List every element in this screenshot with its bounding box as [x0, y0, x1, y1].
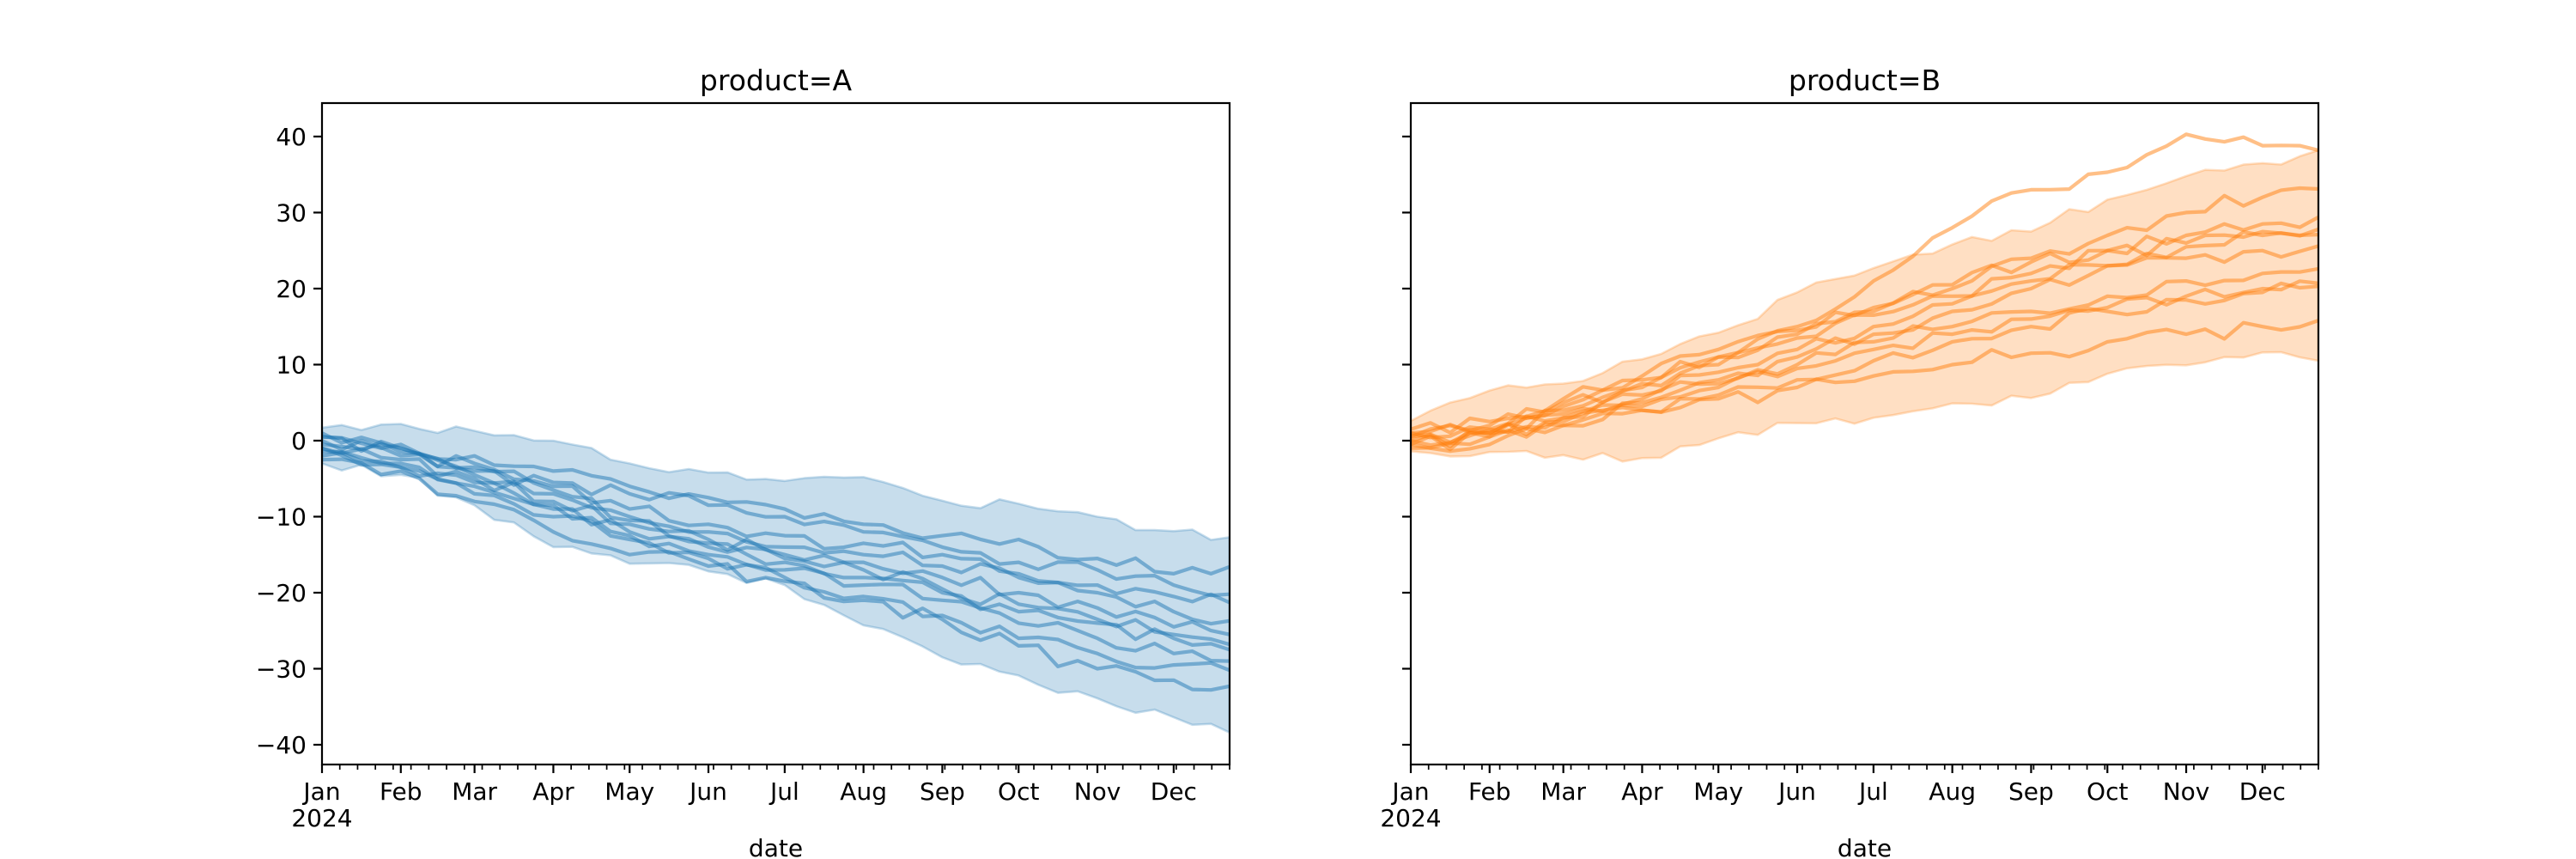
x-tick-label: Mar: [1540, 777, 1586, 806]
series-line-A-7: [322, 450, 1230, 663]
plot-area-A: [322, 423, 1230, 734]
series-line-B-6: [1411, 266, 2318, 450]
x-tick-label: Apr: [532, 777, 574, 806]
series-line-A-8: [322, 446, 1230, 673]
x-tick-label: Dec: [2239, 777, 2286, 806]
x-tick-label: Jul: [769, 777, 799, 806]
series-line-A-9: [322, 457, 1230, 692]
series-line-B-7: [1411, 279, 2318, 445]
facet-title-B: product=B: [1789, 64, 1941, 97]
y-axis-B: [1402, 135, 1411, 746]
x-tick-label: Mar: [452, 777, 497, 806]
series-line-A-2: [322, 438, 1230, 605]
x-tick-label: Aug: [840, 777, 887, 806]
y-axis-A: −40 −30 −20 −10 0 10 20 30 40: [256, 123, 322, 759]
series-line-A-3: [322, 442, 1230, 626]
x-tick-label: Nov: [1074, 777, 1121, 806]
y-tick-label: −40: [256, 731, 307, 759]
series-line-A-6: [322, 435, 1230, 652]
series-line-B-4: [1411, 229, 2318, 435]
y-tick-label: 20: [276, 275, 307, 303]
x-tick-label: Feb: [380, 777, 422, 806]
axes-spines-A: [320, 101, 1231, 766]
series-line-B-9: [1411, 319, 2318, 436]
x-tick-label: Oct: [2087, 777, 2128, 806]
x-tick-label: Apr: [1621, 777, 1663, 806]
x-axis-year-label: 2024: [291, 804, 352, 832]
x-axis-A: Jan Feb Mar Apr May Jun Jul Aug Sep Oct Nov Dec 2024: [291, 765, 1230, 832]
series-line-A-5: [322, 449, 1230, 647]
x-tick-label: Sep: [920, 777, 965, 806]
x-axis-label-A: date: [749, 834, 803, 859]
facet-A: Jan Feb Mar Apr May Jun Jul Aug Sep Oct Nov Dec 2024…: [256, 64, 1231, 859]
x-axis-label-B: date: [1838, 834, 1892, 859]
x-tick-label: Dec: [1151, 777, 1197, 806]
x-tick-label: Nov: [2163, 777, 2210, 806]
series-line-A-1: [322, 431, 1230, 598]
series-line-B-0: [1411, 132, 2318, 448]
y-tick-label: −30: [256, 655, 307, 683]
x-tick-label: Aug: [1929, 777, 1976, 806]
x-tick-label: Oct: [998, 777, 1039, 806]
facet-title-A: product=A: [700, 64, 853, 97]
axes-spines-B: [1409, 101, 2320, 766]
y-tick-label: 30: [276, 198, 307, 227]
facet-B: Jan Feb Mar Apr May Jun Jul Aug Sep Oct Nov Dec 2024…: [1380, 64, 2320, 859]
x-tick-label: Feb: [1468, 777, 1511, 806]
y-tick-label: 0: [291, 427, 307, 455]
y-tick-label: −20: [256, 579, 307, 607]
x-tick-label: Sep: [2008, 777, 2054, 806]
x-tick-label: Jun: [688, 777, 727, 806]
plot-area-B: [1411, 132, 2318, 463]
x-tick-label: May: [605, 777, 654, 806]
x-tick-label: May: [1693, 777, 1743, 806]
series-line-B-2: [1411, 215, 2318, 440]
y-tick-label: 10: [276, 350, 307, 379]
x-tick-label: Jun: [1777, 777, 1816, 806]
x-tick-label: Jan: [301, 777, 340, 806]
series-line-A-0: [322, 435, 1230, 576]
x-axis-B: Jan Feb Mar Apr May Jun Jul Aug Sep Oct Nov Dec 2024: [1380, 765, 2319, 832]
x-tick-label: Jul: [1857, 777, 1888, 806]
x-tick-label: Jan: [1390, 777, 1429, 806]
y-tick-label: 40: [276, 123, 307, 151]
series-line-B-8: [1411, 281, 2318, 454]
x-axis-year-label: 2024: [1380, 804, 1441, 832]
y-tick-label: −10: [256, 503, 307, 531]
